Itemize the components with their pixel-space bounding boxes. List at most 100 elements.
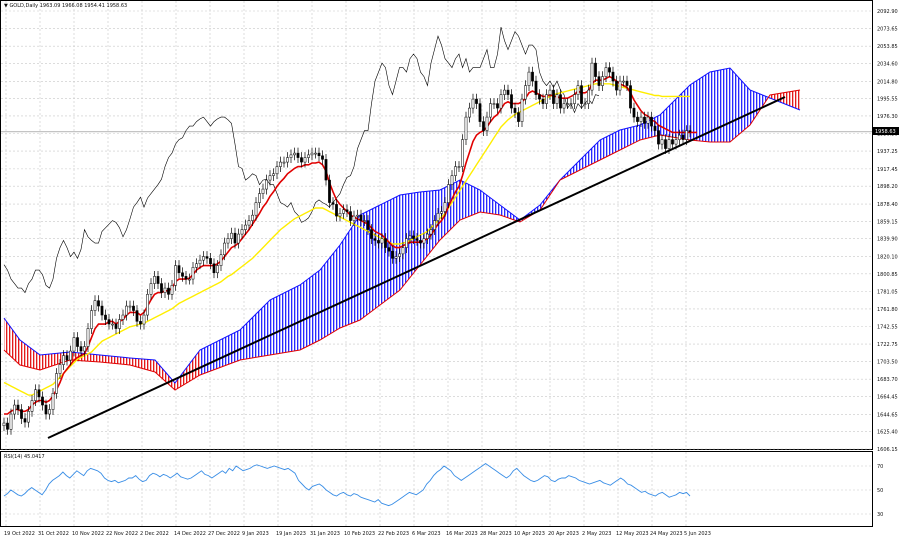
- time-axis: 19 Oct 2022 31 Oct 2022 10 Nov 2022 22 Nov …: [4, 531, 711, 537]
- candle: [594, 57, 597, 82]
- candle: [660, 134, 664, 150]
- candle: [422, 233, 426, 249]
- candle: [153, 270, 156, 289]
- candle: [51, 387, 55, 415]
- x-tick-label: 10 Feb 2023: [344, 531, 375, 537]
- y-tick-label: 1664.45: [877, 395, 898, 401]
- candle: [104, 309, 107, 325]
- candle: [650, 111, 653, 132]
- candle: [216, 260, 219, 279]
- candle: [531, 66, 534, 87]
- candle: [132, 300, 135, 316]
- candle: [310, 147, 314, 161]
- price-axis: 2092.90 2073.65 2053.85 2034.60 2014.80 1995.…: [877, 9, 898, 518]
- candle: [622, 75, 625, 87]
- x-tick-label: 31 Oct 2022: [38, 531, 69, 537]
- candle: [373, 233, 377, 246]
- candle: [359, 209, 363, 226]
- candle: [538, 89, 541, 105]
- candle: [317, 147, 321, 162]
- candle: [611, 66, 615, 87]
- candle: [499, 89, 503, 114]
- chikou-span-line: [3, 27, 600, 294]
- candle: [135, 305, 139, 327]
- candle: [356, 209, 359, 222]
- candle: [331, 197, 335, 210]
- candle: [580, 80, 583, 109]
- candle: [471, 93, 475, 114]
- candle: [58, 359, 62, 379]
- candle: [657, 125, 660, 150]
- candle: [233, 227, 237, 249]
- y-tick-label: 1625.40: [877, 430, 898, 436]
- x-tick-label: 14 Dec 2022: [174, 531, 206, 537]
- candle: [618, 75, 622, 96]
- candle: [503, 84, 506, 100]
- x-tick-label: 28 Mar 2023: [480, 531, 512, 537]
- rsi-tick-label: 50: [877, 488, 883, 494]
- candle: [72, 332, 76, 357]
- candle: [86, 323, 90, 352]
- candle: [597, 71, 601, 91]
- candle: [184, 270, 188, 285]
- candle: [247, 215, 251, 231]
- y-tick-label: 1703.50: [877, 359, 898, 365]
- x-tick-label: 19 Jan 2023: [276, 531, 306, 537]
- candle: [478, 98, 482, 127]
- candle: [139, 315, 142, 330]
- candle: [461, 134, 464, 172]
- candle: [485, 111, 489, 136]
- candle: [303, 152, 307, 168]
- candle: [118, 314, 121, 334]
- candle: [107, 314, 111, 330]
- candle: [601, 71, 604, 91]
- x-tick-label: 24 May 2023: [650, 531, 683, 537]
- candle: [342, 204, 345, 219]
- cloud-segment-bullish: [300, 270, 320, 350]
- candle: [559, 89, 562, 114]
- candle: [338, 207, 342, 222]
- candle: [545, 89, 548, 109]
- candle: [289, 149, 293, 163]
- candle: [167, 282, 170, 300]
- candle: [590, 57, 594, 96]
- cloud-segment-bullish: [690, 72, 710, 142]
- y-tick-label: 1761.80: [877, 307, 898, 313]
- candle: [366, 215, 370, 235]
- candle: [632, 102, 636, 123]
- symbol-info-label: ▼ GOLD,Daily 1963.09 1966.08 1954.41 195…: [4, 3, 127, 9]
- x-tick-label: 2 May 2023: [582, 531, 611, 537]
- y-tick-label: 1976.30: [877, 114, 898, 120]
- candle: [23, 413, 27, 428]
- y-tick-label: 1820.10: [877, 254, 898, 260]
- candle: [69, 345, 72, 366]
- candle: [363, 215, 366, 226]
- candle: [121, 309, 125, 325]
- x-tick-label: 10 Apr 2023: [514, 531, 545, 537]
- y-tick-label: 1859.15: [877, 219, 898, 225]
- ichimoku-cloud: [3, 67, 801, 391]
- x-tick-label: 31 Jan 2023: [310, 531, 340, 537]
- candle: [261, 183, 265, 199]
- cloud-segment-bullish: [320, 245, 340, 340]
- rsi-tick-label: 70: [877, 464, 883, 470]
- y-tick-label: 2073.65: [877, 26, 898, 32]
- x-tick-label: 27 Dec 2022: [208, 531, 240, 537]
- cloud-segment-bearish: [20, 340, 40, 370]
- symbol-arrow-icon: ▼: [4, 3, 9, 9]
- rsi-line-layer: [3, 463, 691, 507]
- y-tick-label: 1839.90: [877, 237, 898, 243]
- candle: [391, 245, 394, 264]
- y-tick-label: 1878.40: [877, 202, 898, 208]
- candle: [524, 80, 527, 105]
- candle: [202, 251, 205, 266]
- candle: [646, 111, 650, 129]
- candle: [380, 233, 384, 249]
- rsi-line: [3, 463, 691, 507]
- candle: [678, 129, 681, 145]
- candle: [27, 405, 30, 428]
- candle: [6, 417, 9, 435]
- candle: [314, 147, 317, 159]
- candle: [191, 261, 195, 285]
